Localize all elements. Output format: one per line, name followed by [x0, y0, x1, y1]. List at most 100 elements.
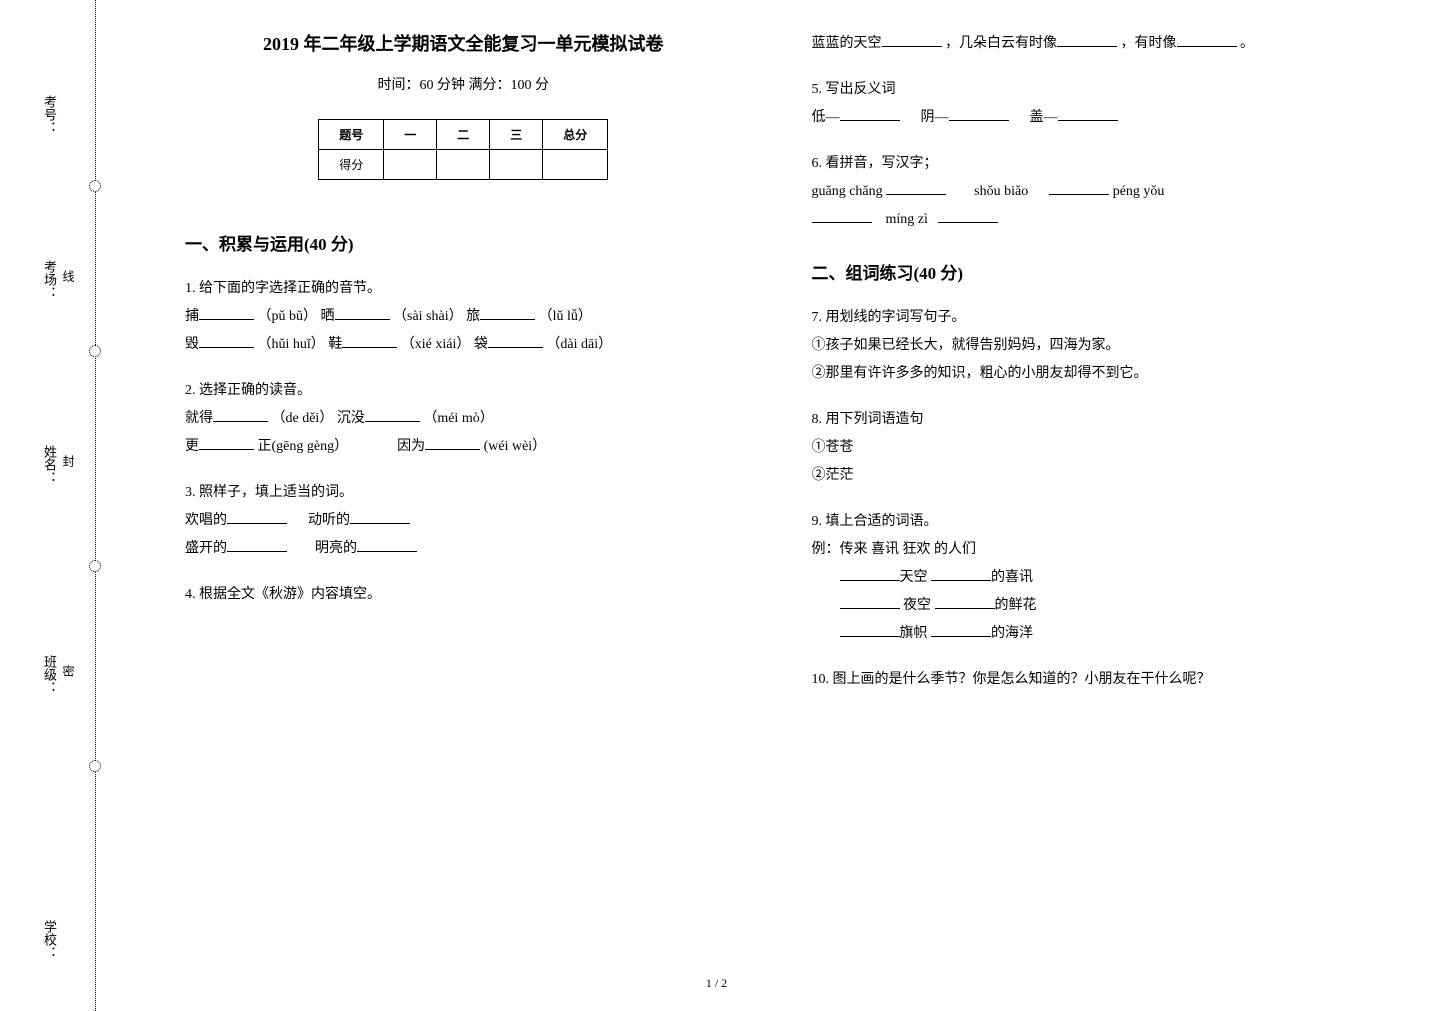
page-number: 1 / 2 — [706, 976, 727, 991]
q1-char: 毁 — [185, 337, 199, 352]
score-th: 题号 — [319, 120, 384, 150]
q6-line2: míng zì — [812, 206, 1369, 234]
fill-blank[interactable] — [227, 538, 287, 552]
binding-label-exam-id: 考号： — [40, 95, 59, 134]
question-3: 3. 照样子，填上适当的词。 欢唱的 动听的 盛开的 明亮的 — [185, 479, 742, 563]
q2-line2: 更 正(gēng gèng） 因为 (wéi wèi） — [185, 433, 742, 461]
fill-blank[interactable] — [350, 510, 410, 524]
q8-line1: ①苍苍 — [812, 434, 1369, 462]
fill-blank[interactable] — [882, 33, 942, 47]
fill-blank[interactable] — [840, 595, 900, 609]
fill-blank[interactable] — [935, 595, 995, 609]
q3-line1: 欢唱的 动听的 — [185, 507, 742, 535]
question-6: 6. 看拼音，写汉字； guǎng chǎng shǒu biǎo péng y… — [812, 150, 1369, 234]
fill-blank[interactable] — [213, 408, 268, 422]
score-value-row: 得分 — [319, 150, 608, 180]
q4-text: 。 — [1240, 36, 1254, 51]
fill-blank[interactable] — [812, 209, 872, 223]
binding-circle — [89, 345, 101, 357]
content-area: 2019 年二年级上学期语文全能复习一单元模拟试卷 时间：60 分钟 满分：10… — [120, 0, 1433, 1011]
q4-text: 蓝蓝的天空 — [812, 36, 882, 51]
q6-prompt: 6. 看拼音，写汉字； — [812, 150, 1369, 178]
fill-blank[interactable] — [1049, 181, 1109, 195]
q2-text: （de děi） 沉没 — [272, 411, 365, 426]
question-7: 7. 用划线的字词写句子。 ①孩子如果已经长大，就得告别妈妈，四海为家。 ②那里… — [812, 304, 1369, 388]
score-table: 题号 一 二 三 总分 得分 — [318, 119, 608, 180]
fill-blank[interactable] — [1057, 33, 1117, 47]
fill-blank[interactable] — [365, 408, 420, 422]
q5-line1: 低— 阴— 盖— — [812, 104, 1369, 132]
fill-blank[interactable] — [886, 181, 946, 195]
q9-text: 的海洋 — [991, 626, 1033, 641]
fill-blank[interactable] — [342, 334, 397, 348]
score-td — [437, 150, 490, 180]
q3-prompt: 3. 照样子，填上适当的词。 — [185, 479, 742, 507]
score-th: 二 — [437, 120, 490, 150]
q7-prompt: 7. 用划线的字词写句子。 — [812, 304, 1369, 332]
fill-blank[interactable] — [199, 436, 254, 450]
q6-text: péng yǒu — [1113, 184, 1165, 199]
q4-text: ，几朵白云有时像 — [945, 36, 1057, 51]
q9-text: 旗帜 — [900, 626, 932, 641]
question-5: 5. 写出反义词 低— 阴— 盖— — [812, 76, 1369, 132]
q9-line3: 旗帜 的海洋 — [812, 620, 1369, 648]
fill-blank[interactable] — [425, 436, 480, 450]
q2-text: 正(gēng gèng） — [258, 439, 349, 454]
binding-circle — [89, 180, 101, 192]
q7-line2: ②那里有许许多多的知识，粗心的小朋友却得不到它。 — [812, 360, 1369, 388]
question-2: 2. 选择正确的读音。 就得 （de děi） 沉没 （méi mò） 更 正(… — [185, 377, 742, 461]
q1-text: （lǔ lǚ） — [539, 309, 592, 324]
exam-subtitle: 时间：60 分钟 满分：100 分 — [185, 74, 742, 94]
fill-blank[interactable] — [488, 334, 543, 348]
q2-text: 就得 — [185, 411, 213, 426]
score-th: 总分 — [543, 120, 608, 150]
q1-text: （dài dāi） — [546, 337, 612, 352]
q9-prompt: 9. 填上合适的词语。 — [812, 508, 1369, 536]
q4-text: ，有时像 — [1121, 36, 1177, 51]
q9-text: 夜空 — [900, 598, 935, 613]
q3-line2: 盛开的 明亮的 — [185, 535, 742, 563]
fill-blank[interactable] — [931, 623, 991, 637]
binding-label-name: 姓名： — [40, 445, 59, 484]
q9-text: 的鲜花 — [995, 598, 1037, 613]
fill-blank[interactable] — [840, 623, 900, 637]
q2-line1: 就得 （de děi） 沉没 （méi mò） — [185, 405, 742, 433]
q2-text: (wéi wèi） — [484, 439, 547, 454]
q1-line2: 毁 （hǔi huǐ） 鞋 （xié xiái） 袋 （dài dāi） — [185, 331, 742, 359]
fill-blank[interactable] — [357, 538, 417, 552]
q9-line1: 天空 的喜讯 — [812, 564, 1369, 592]
q5-text: 盖— — [1030, 110, 1058, 125]
binding-label-school: 学校： — [40, 920, 59, 959]
section-heading-1: 一、积累与运用(40 分) — [185, 230, 742, 255]
fill-blank[interactable] — [227, 510, 287, 524]
q1-text: （xié xiái） 袋 — [401, 337, 488, 352]
fill-blank[interactable] — [199, 334, 254, 348]
fill-blank[interactable] — [938, 209, 998, 223]
fill-blank[interactable] — [199, 306, 254, 320]
q1-char: 捕 — [185, 309, 199, 324]
score-th: 三 — [490, 120, 543, 150]
seal-char-line: 线 — [60, 270, 77, 282]
fill-blank[interactable] — [335, 306, 390, 320]
fill-blank[interactable] — [1058, 107, 1118, 121]
binding-label-class: 班级： — [40, 655, 59, 694]
fill-blank[interactable] — [840, 107, 900, 121]
q2-text: （méi mò） — [423, 411, 493, 426]
q2-text: 因为 — [397, 439, 425, 454]
q2-prompt: 2. 选择正确的读音。 — [185, 377, 742, 405]
score-header-row: 题号 一 二 三 总分 — [319, 120, 608, 150]
section-heading-2: 二、组词练习(40 分) — [812, 259, 1369, 284]
fill-blank[interactable] — [840, 567, 900, 581]
question-10: 10. 图上画的是什么季节？你是怎么知道的？小朋友在干什么呢？ — [812, 666, 1369, 694]
left-column: 2019 年二年级上学期语文全能复习一单元模拟试卷 时间：60 分钟 满分：10… — [160, 30, 777, 991]
binding-label-room: 考场： — [40, 260, 59, 299]
fill-blank[interactable] — [480, 306, 535, 320]
page-container: 考号： 考场： 姓名： 班级： 学校： 线 封 密 2019 年二年级上学期语文… — [0, 0, 1433, 1011]
fill-blank[interactable] — [1177, 33, 1237, 47]
score-th: 一 — [384, 120, 437, 150]
score-td — [490, 150, 543, 180]
seal-char-secret: 密 — [60, 665, 77, 677]
fill-blank[interactable] — [949, 107, 1009, 121]
fill-blank[interactable] — [931, 567, 991, 581]
q9-line2: 夜空 的鲜花 — [812, 592, 1369, 620]
